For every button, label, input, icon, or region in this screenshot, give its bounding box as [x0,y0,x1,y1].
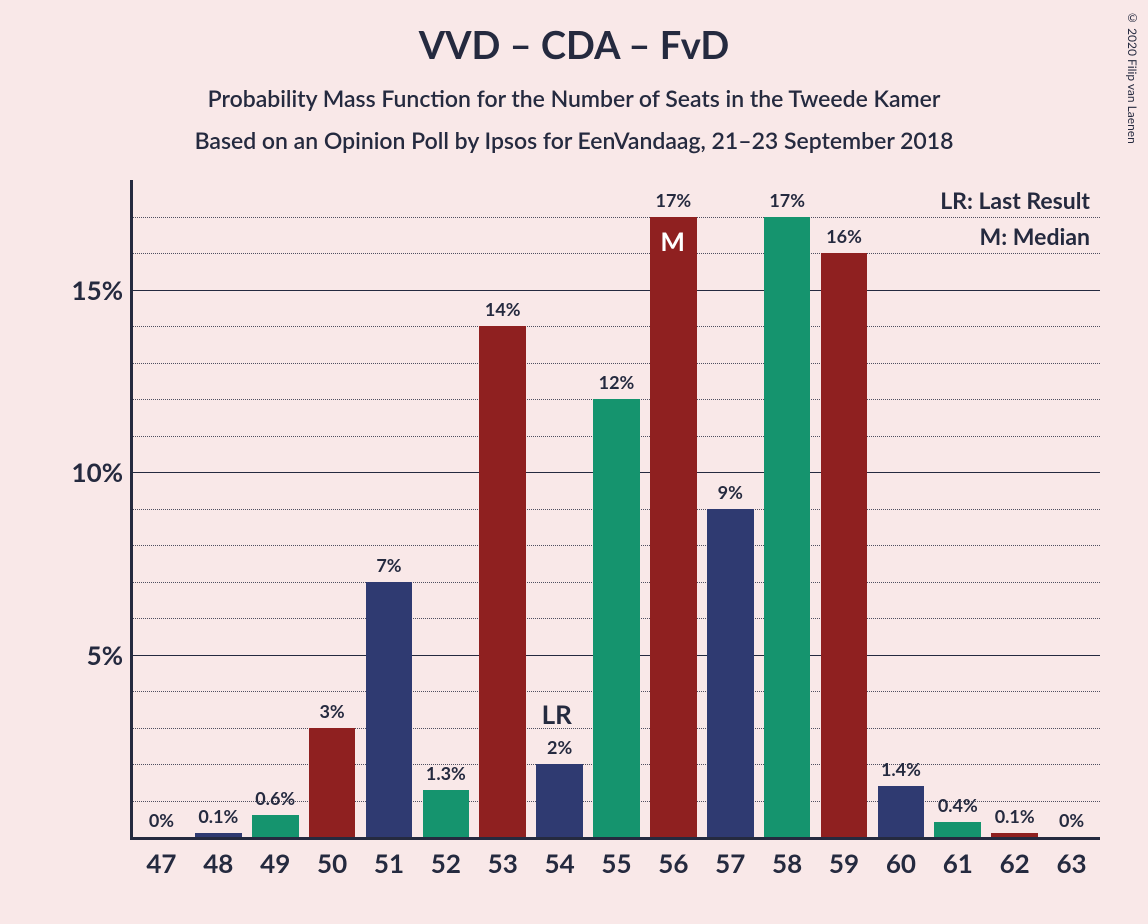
bar [309,728,356,838]
bar [991,833,1038,837]
grid-minor [133,326,1100,327]
x-tick-label: 53 [488,847,518,879]
bar-value-label: 17% [769,189,805,211]
y-tick-label: 10% [53,456,123,488]
x-tick-label: 52 [431,847,461,879]
annotation-lr: LR [542,698,572,730]
x-tick-label: 56 [658,847,688,879]
bar [593,399,640,837]
x-tick-label: 50 [317,847,347,879]
grid-major [133,290,1100,291]
bar [252,815,299,837]
x-tick-label: 62 [1000,847,1030,879]
bar [934,822,981,837]
bar-value-label: 2% [547,736,572,758]
x-tick-label: 61 [943,847,973,879]
x-tick-label: 49 [260,847,290,879]
bar-value-label: 7% [376,554,401,576]
grid-minor [133,217,1100,218]
bar [479,326,526,837]
bar-value-label: 17% [656,189,692,211]
chart-subtitle-2: Based on an Opinion Poll by Ipsos for Ee… [0,112,1148,154]
bar [764,217,811,838]
bar [878,786,925,837]
legend-m: M: Median [940,222,1090,250]
chart-container: LR: Last Result M: Median 5% 10% 15% 47 48 49… [50,180,1110,900]
bar-value-label: 9% [718,481,743,503]
x-tick-label: 58 [772,847,802,879]
plot-area: LR: Last Result M: Median 5%10%15%474849… [130,180,1100,840]
bar-value-label: 0% [1059,809,1084,831]
x-tick-label: 48 [203,847,233,879]
bar [195,833,242,837]
bar [366,582,413,838]
bar [650,217,697,838]
grid-minor [133,363,1100,364]
x-tick-label: 51 [374,847,404,879]
bar-value-label: 0.1% [198,805,238,827]
annotation-m: M [660,225,685,257]
x-tick-label: 60 [886,847,916,879]
bar-value-label: 0.1% [995,805,1035,827]
chart-subtitle-1: Probability Mass Function for the Number… [0,68,1148,112]
bar-value-label: 1.3% [426,762,466,784]
bar-value-label: 14% [485,298,521,320]
bar-value-label: 1.4% [881,758,921,780]
bar [707,509,754,838]
bar [821,253,868,837]
copyright-text: © 2020 Filip van Laenen [1125,10,1140,144]
bar-value-label: 3% [319,700,344,722]
bar-value-label: 12% [599,371,635,393]
x-tick-label: 47 [146,847,176,879]
grid-minor [133,253,1100,254]
chart-title: VVD – CDA – FvD [0,0,1148,68]
y-tick-label: 5% [53,639,123,671]
x-tick-label: 59 [829,847,859,879]
x-tick-label: 57 [715,847,745,879]
x-tick-label: 63 [1056,847,1086,879]
bar [536,764,583,837]
legend: LR: Last Result M: Median [940,186,1090,258]
y-tick-label: 15% [53,274,123,306]
x-tick-label: 54 [545,847,575,879]
bar-value-label: 0.6% [255,787,295,809]
bar-value-label: 0.4% [938,794,978,816]
x-tick-label: 55 [601,847,631,879]
bar-value-label: 0% [149,809,174,831]
bar [423,790,470,837]
legend-lr: LR: Last Result [940,186,1090,214]
bar-value-label: 16% [826,225,862,247]
